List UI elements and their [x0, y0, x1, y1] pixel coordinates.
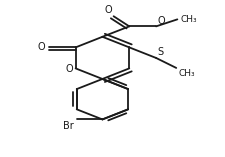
- Text: CH₃: CH₃: [180, 15, 197, 24]
- Text: O: O: [38, 42, 45, 52]
- Text: S: S: [157, 47, 163, 57]
- Text: O: O: [157, 16, 165, 26]
- Text: Br: Br: [63, 121, 74, 131]
- Text: CH₃: CH₃: [179, 69, 196, 78]
- Text: O: O: [65, 64, 73, 74]
- Text: O: O: [104, 5, 112, 15]
